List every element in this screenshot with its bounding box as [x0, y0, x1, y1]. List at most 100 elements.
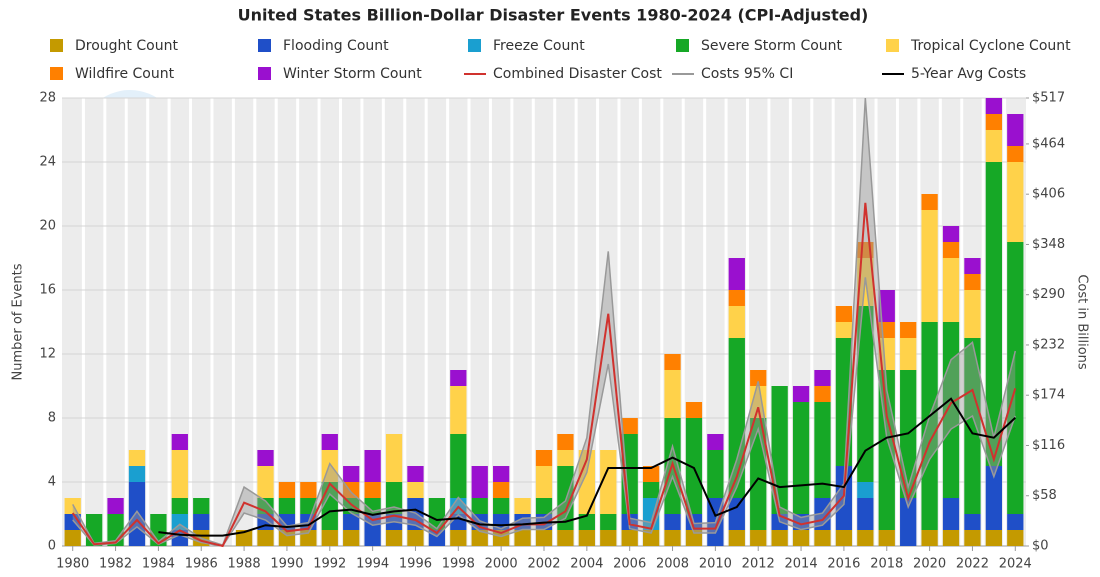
cost-line — [158, 397, 1016, 537]
x-tick-label: 1996 — [399, 557, 432, 572]
bar-segment — [514, 498, 531, 514]
bar-segment — [107, 498, 124, 514]
bar-segment — [493, 466, 510, 482]
bar-segment — [278, 498, 296, 514]
x-tick-label: 2006 — [613, 557, 646, 572]
bar-segment — [1007, 514, 1024, 530]
bar-segment — [664, 530, 681, 546]
bar-segment — [942, 226, 960, 242]
x-tick-label: 1990 — [270, 557, 303, 572]
y2-tick-label: $406 — [1032, 187, 1065, 202]
legend-swatch — [468, 39, 481, 52]
bar-segment — [257, 450, 274, 466]
y2-tick-label: $517 — [1032, 91, 1065, 106]
bar-segment — [450, 434, 467, 498]
y2-tick-label: $58 — [1032, 488, 1057, 503]
bar-segment — [64, 530, 81, 546]
x-tick-label: 1994 — [356, 557, 389, 572]
bar-segment — [471, 530, 488, 546]
bar-segment — [921, 194, 938, 210]
bar-segment — [964, 514, 981, 530]
bar-segment — [878, 338, 895, 370]
x-tick-label: 2012 — [742, 557, 775, 572]
legend-label: Wildfire Count — [75, 66, 175, 82]
bar-segment — [64, 498, 81, 514]
y-tick-label: 28 — [39, 91, 56, 106]
bar-segment — [128, 466, 146, 482]
bar-segment — [578, 514, 595, 530]
bar-segment — [257, 530, 274, 546]
bar-segment — [878, 530, 895, 546]
legend-swatch — [886, 39, 899, 52]
y2-tick-label: $0 — [1032, 539, 1049, 554]
bar-segment — [385, 434, 403, 482]
y-tick-label: 24 — [39, 155, 56, 170]
bar-segment — [450, 370, 467, 386]
legend-label: Costs 95% CI — [701, 66, 793, 82]
bar-segment — [642, 482, 660, 498]
bar-segment — [985, 162, 1003, 466]
chart-title: United States Billion-Dollar Disaster Ev… — [238, 6, 869, 25]
bar-segment — [493, 498, 510, 514]
y-tick-label: 0 — [48, 539, 56, 554]
legend-label: 5-Year Avg Costs — [911, 66, 1026, 82]
bar-segment — [942, 530, 960, 546]
x-tick-label: 1988 — [228, 557, 261, 572]
bar-segment — [964, 530, 981, 546]
bar-segment — [664, 354, 681, 370]
legend-label: Winter Storm Count — [283, 66, 422, 82]
bar-segment — [985, 98, 1003, 114]
bar-segment — [835, 306, 853, 322]
bar-segment — [343, 514, 360, 530]
bar-segment — [278, 530, 296, 546]
cost-line — [71, 202, 1017, 548]
bar-segment — [300, 482, 317, 498]
bar-segment — [600, 450, 617, 514]
bar-segment — [664, 514, 681, 530]
bar-segment — [814, 370, 831, 386]
x-tick-label: 2004 — [570, 557, 603, 572]
legend-swatch — [676, 39, 689, 52]
bar-segment — [557, 434, 574, 450]
bar-segment — [1007, 530, 1024, 546]
bar-segment — [1007, 114, 1024, 146]
bar-segment — [343, 530, 360, 546]
bar-segment — [792, 402, 810, 514]
bar-segment — [535, 530, 553, 546]
bar-segment — [942, 322, 960, 498]
bar-segment — [557, 450, 574, 466]
bar-segment — [642, 530, 660, 546]
legend-label: Tropical Cyclone Count — [910, 38, 1071, 54]
bar-segment — [921, 322, 938, 530]
x-tick-label: 2002 — [527, 557, 560, 572]
legend-label: Freeze Count — [493, 38, 585, 54]
y2-tick-label: $232 — [1032, 337, 1065, 352]
bar-segment — [900, 338, 917, 370]
x-tick-label: 1992 — [313, 557, 346, 572]
bar-segment — [85, 514, 103, 546]
bar-segment — [985, 130, 1003, 162]
bar-segment — [792, 386, 810, 402]
bar-segment — [471, 514, 488, 530]
bar-segment — [235, 530, 253, 546]
x-tick-label: 1984 — [142, 557, 175, 572]
bar-segment — [707, 434, 724, 450]
bar-segment — [750, 530, 767, 546]
bar-segment — [814, 386, 831, 402]
bar-segment — [1007, 242, 1024, 514]
bar-segment — [857, 482, 874, 498]
bar-segment — [685, 530, 703, 546]
bar-segment — [621, 530, 638, 546]
y2-axis-title: Cost in Billions — [1075, 274, 1090, 370]
bar-segment — [171, 498, 188, 514]
bar-segment — [964, 258, 981, 274]
bar-segment — [900, 498, 917, 546]
legend-swatch — [50, 39, 63, 52]
x-tick-label: 2022 — [956, 557, 989, 572]
bar-segment — [857, 498, 874, 530]
bar-segment — [321, 530, 338, 546]
y-tick-label: 4 — [48, 475, 56, 490]
bar-segment — [664, 370, 681, 418]
y2-tick-label: $464 — [1032, 136, 1065, 151]
